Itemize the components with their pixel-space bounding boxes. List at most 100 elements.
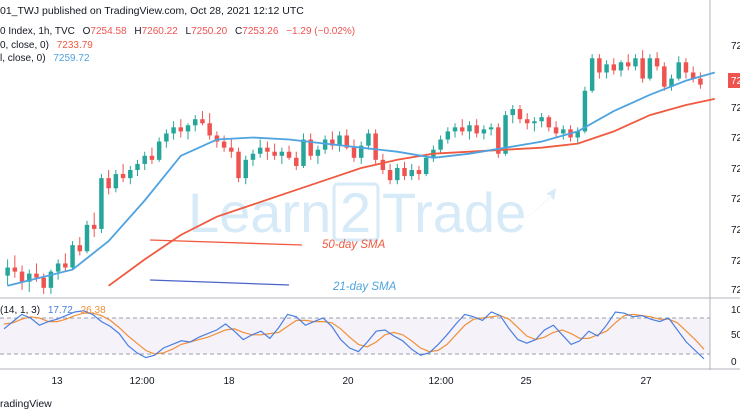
symbol-label: 0 Index, 1h, TVC bbox=[0, 26, 75, 37]
candle-body bbox=[380, 159, 386, 170]
candle-body bbox=[120, 174, 126, 179]
candle-body bbox=[625, 62, 631, 67]
tradingview-footer: radingView bbox=[0, 398, 52, 410]
watermark-learn: Learn bbox=[188, 181, 331, 244]
watermark-trade: Trade bbox=[382, 181, 526, 244]
stoch-legend: (14, 1, 3) 17.72 26.38 bbox=[0, 305, 106, 316]
candle-body bbox=[597, 58, 602, 73]
candle-body bbox=[272, 151, 277, 156]
candle-body bbox=[185, 125, 191, 132]
candle-body bbox=[308, 139, 313, 156]
ohlc-legend: 0 Index, 1h, TVC O7254.58 H7260.22 L7250… bbox=[0, 26, 355, 37]
candle-body bbox=[200, 119, 205, 124]
price-tick: 72 bbox=[731, 285, 740, 296]
candle-body bbox=[330, 139, 335, 146]
candle-body bbox=[315, 149, 321, 156]
candle-body bbox=[633, 58, 638, 67]
candle-body bbox=[575, 131, 580, 138]
ma50-legend-value: 7233.79 bbox=[57, 40, 94, 51]
candle-body bbox=[387, 170, 393, 181]
candle-body bbox=[344, 135, 350, 148]
price-tick: 72 bbox=[731, 194, 740, 205]
price-tick: 72 bbox=[731, 164, 740, 175]
high-value: 7260.22 bbox=[142, 26, 179, 37]
candle-body bbox=[207, 123, 212, 136]
candle-body bbox=[229, 147, 234, 152]
candle-body bbox=[337, 135, 342, 146]
candle-body bbox=[517, 109, 523, 120]
candle-body bbox=[640, 58, 645, 79]
candle-body bbox=[662, 66, 667, 87]
candle-body bbox=[438, 139, 443, 150]
candle-body bbox=[496, 127, 501, 154]
last-price-tick: 72 bbox=[731, 76, 740, 87]
candle-body bbox=[214, 135, 220, 142]
candle-body bbox=[698, 78, 703, 85]
sma21-line bbox=[7, 71, 716, 287]
candle-body bbox=[55, 263, 61, 272]
candle-body bbox=[467, 125, 472, 132]
candle-body bbox=[221, 141, 227, 148]
candle-body bbox=[106, 178, 111, 189]
candle-body bbox=[611, 64, 617, 71]
candle-body bbox=[351, 147, 357, 158]
candle-body bbox=[488, 127, 494, 130]
candle-body bbox=[99, 178, 104, 229]
candle-body bbox=[12, 267, 18, 272]
candles bbox=[5, 50, 703, 294]
candle-body bbox=[561, 129, 566, 134]
candle-body bbox=[524, 119, 530, 124]
close-label: C bbox=[235, 26, 242, 37]
stoch-d-value: 26.38 bbox=[81, 305, 106, 316]
candle-body bbox=[503, 115, 508, 154]
high-label: H bbox=[134, 26, 141, 37]
candle-body bbox=[91, 224, 97, 229]
candle-body bbox=[366, 133, 371, 146]
watermark-2-box bbox=[332, 182, 380, 242]
candle-body bbox=[416, 170, 422, 175]
sma21-pointer-line bbox=[149, 279, 290, 286]
candle-body bbox=[474, 125, 479, 134]
watermark-arrow-icon bbox=[522, 188, 556, 222]
candle-body bbox=[532, 121, 537, 124]
time-tick: 25 bbox=[520, 376, 532, 387]
candle-body bbox=[178, 127, 184, 132]
stoch-d-line bbox=[3, 312, 705, 355]
watermark: Learn 2 Trade bbox=[188, 181, 556, 244]
candle-body bbox=[84, 224, 90, 252]
price-axis: 72 72 72 72 72 72 72 72 72 72 bbox=[728, 41, 740, 296]
time-tick: 18 bbox=[223, 376, 235, 387]
candle-body bbox=[250, 153, 256, 160]
ma21-legend-label: l, close, 0) bbox=[0, 53, 46, 64]
candle-body bbox=[618, 62, 624, 71]
candle-body bbox=[445, 131, 451, 140]
watermark-2: 2 bbox=[340, 181, 371, 244]
stochastic-lines bbox=[3, 310, 705, 360]
price-tick: 72 bbox=[731, 103, 740, 114]
stoch-k-value: 17.72 bbox=[48, 305, 73, 316]
change-value: −1.29 (−0.02%) bbox=[286, 26, 355, 37]
candle-body bbox=[19, 271, 25, 282]
candle-body bbox=[156, 141, 162, 160]
time-tick: 12:00 bbox=[428, 376, 453, 387]
time-tick: 13 bbox=[51, 376, 63, 387]
time-tick: 20 bbox=[342, 376, 354, 387]
candle-body bbox=[41, 277, 46, 288]
candle-body bbox=[539, 117, 544, 122]
candle-body bbox=[265, 147, 270, 152]
candle-body bbox=[149, 155, 155, 160]
candle-body bbox=[286, 151, 292, 158]
price-tick: 72 bbox=[731, 41, 740, 52]
price-tick: 72 bbox=[731, 256, 740, 267]
candle-body bbox=[301, 139, 306, 166]
candle-body bbox=[34, 273, 39, 278]
candle-body bbox=[409, 170, 414, 177]
sma50-line bbox=[108, 98, 715, 287]
low-value: 7250.20 bbox=[191, 26, 228, 37]
time-axis: 13 12:00 18 20 12:00 25 27 bbox=[51, 376, 652, 387]
sma50-pointer-line bbox=[149, 239, 303, 246]
candle-body bbox=[77, 245, 83, 252]
stoch-legend-label: (14, 1, 3) bbox=[0, 305, 40, 316]
